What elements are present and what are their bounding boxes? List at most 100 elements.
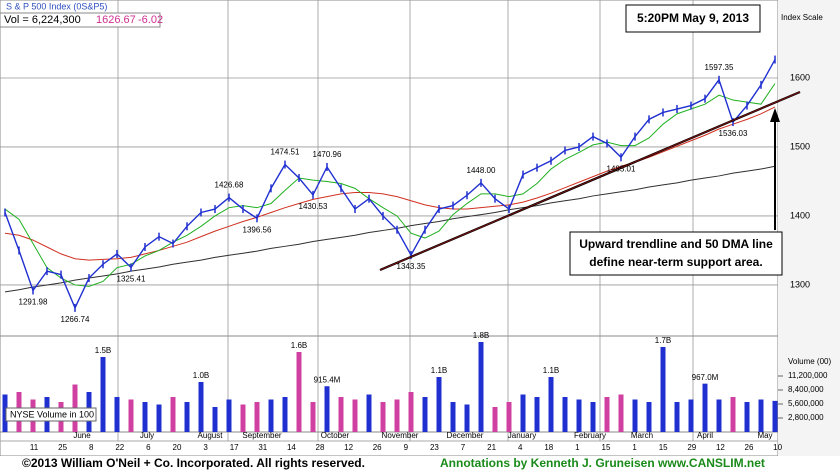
x-tick-label: 17 xyxy=(230,443,239,452)
ma-line xyxy=(4,165,776,293)
timestamp-box xyxy=(625,4,761,33)
price-label: 1536.03 xyxy=(719,129,748,138)
x-tick-label: 18 xyxy=(544,443,553,452)
x-tick-label: 12 xyxy=(344,443,353,452)
volume-bar xyxy=(240,404,246,432)
y2-tick-label: 2,800,000 xyxy=(788,413,824,422)
volume-bar xyxy=(366,394,372,432)
volume-bar xyxy=(226,399,232,432)
y2-tick-label: 5,600,000 xyxy=(788,399,824,408)
volume-bar xyxy=(156,404,162,432)
volume-bar xyxy=(534,397,540,432)
x-tick-label: 21 xyxy=(487,443,496,452)
volume-bar xyxy=(422,397,428,432)
volume-bar xyxy=(576,399,582,432)
volume-bar xyxy=(338,397,344,432)
y-tick-label: 1300 xyxy=(790,279,810,289)
price-label: 1343.35 xyxy=(397,262,426,271)
timestamp: 5:20PM May 9, 2013 xyxy=(637,11,749,25)
price-label: 1396.56 xyxy=(243,225,272,234)
volume-bar xyxy=(142,402,148,432)
y-tick-label: 1400 xyxy=(790,210,810,220)
callout-box xyxy=(569,231,783,276)
x-tick-label: 12 xyxy=(716,443,725,452)
x-tick-label: 11 xyxy=(30,443,39,452)
volume-bar xyxy=(380,402,386,432)
x-tick-label: 28 xyxy=(316,443,325,452)
volume-bar xyxy=(450,402,456,432)
volume-bar xyxy=(268,399,274,432)
volume-bar xyxy=(646,402,652,432)
price-label: 1266.74 xyxy=(61,315,90,324)
volume-bar xyxy=(758,399,764,432)
volume-bar xyxy=(352,399,358,432)
chart-title: S & P 500 Index (0S&P5) xyxy=(6,1,107,11)
footer-right: Annotations by Kenneth J. Gruneisen www.… xyxy=(440,456,765,470)
volume-label: 1.0B xyxy=(193,371,209,380)
arrow-head xyxy=(770,108,780,122)
month-label: September xyxy=(242,431,281,440)
callout-line: Upward trendline and 50 DMA line xyxy=(579,237,773,251)
last-price: 1626.67 xyxy=(96,14,136,26)
volume-bar xyxy=(730,397,736,432)
price-label: 1325.41 xyxy=(117,275,146,284)
x-tick-label: 9 xyxy=(404,443,409,452)
x-tick-label: 3 xyxy=(203,443,208,452)
month-label: August xyxy=(198,431,224,440)
x-tick-label: 4 xyxy=(518,443,523,452)
price-label: 1291.98 xyxy=(19,298,48,307)
x-tick-label: 29 xyxy=(687,443,696,452)
header-box xyxy=(0,12,161,28)
month-label: March xyxy=(631,431,653,440)
volume-bar xyxy=(632,399,638,432)
volume-bar xyxy=(506,402,512,432)
volume-bar xyxy=(212,407,218,432)
volume-axis-label: Volume (00) xyxy=(788,357,831,366)
volume-bar xyxy=(548,377,554,432)
month-label: July xyxy=(140,431,154,440)
x-tick-label: 26 xyxy=(745,443,754,452)
month-label: February xyxy=(574,431,606,440)
volume-label: 1.8B xyxy=(473,331,489,340)
price-label: 1485.01 xyxy=(607,164,636,173)
y-tick-label: 1500 xyxy=(790,141,810,151)
y2-tick-label: 8,400,000 xyxy=(788,385,824,394)
volume-bar xyxy=(590,402,596,432)
x-tick-label: 8 xyxy=(89,443,94,452)
volume-text: Vol = 6,224,300 xyxy=(4,14,81,26)
x-tick-label: 20 xyxy=(173,443,182,452)
month-label: December xyxy=(447,431,484,440)
volume-bar xyxy=(674,402,680,432)
y-tick-label: 1600 xyxy=(790,72,810,82)
volume-bar xyxy=(408,392,414,432)
axis-label: Index Scale xyxy=(781,13,823,22)
volume-bar xyxy=(170,397,176,432)
volume-bar xyxy=(394,399,400,432)
x-tick-label: 15 xyxy=(602,443,611,452)
volume-bar xyxy=(660,347,666,432)
volume-label: 1.7B xyxy=(655,336,671,345)
volume-legend: NYSE Volume in 100 xyxy=(10,409,94,419)
price-label: 1448.00 xyxy=(467,166,496,175)
trendline-core xyxy=(379,91,801,271)
x-tick-label: 25 xyxy=(58,443,67,452)
y2-tick-label: 11,200,000 xyxy=(788,371,828,380)
month-label: November xyxy=(382,431,419,440)
volume-bar xyxy=(254,402,260,432)
footer-area xyxy=(0,456,840,471)
volume-label: 1.1B xyxy=(431,366,447,375)
price-label: 1426.68 xyxy=(215,181,244,190)
plot-frame xyxy=(0,0,779,457)
volume-bar xyxy=(716,399,722,432)
volume-bar xyxy=(618,394,624,432)
x-tick-label: 7 xyxy=(461,443,466,452)
x-tick-label: 1 xyxy=(575,443,580,452)
footer-left: ©2013 William O'Neil + Co. Incorporated.… xyxy=(22,456,365,470)
month-label: May xyxy=(757,431,772,440)
volume-bar xyxy=(464,404,470,432)
volume-bar xyxy=(702,383,708,432)
volume-bar xyxy=(282,397,288,432)
volume-bar xyxy=(520,394,526,432)
month-label: October xyxy=(321,431,350,440)
ma-line xyxy=(4,59,776,310)
